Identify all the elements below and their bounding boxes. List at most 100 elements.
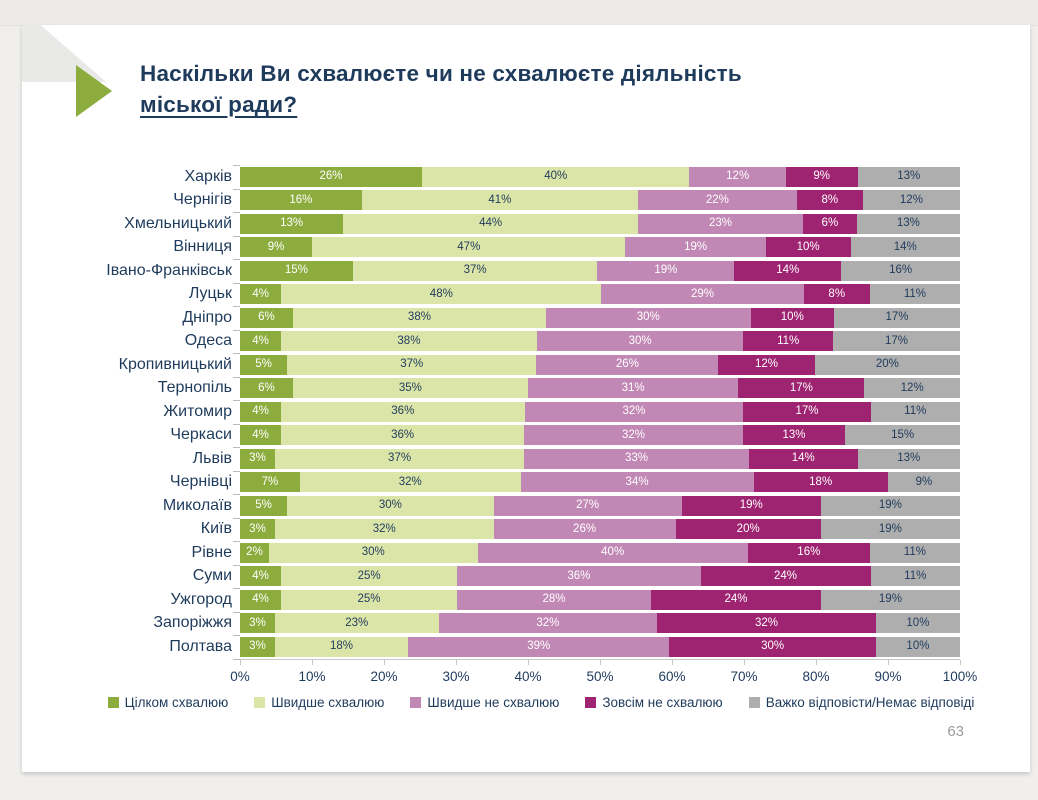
- bar-segment-value: 14%: [776, 264, 800, 276]
- bar-segment: 30%: [287, 495, 494, 516]
- bar-segment-value: 3%: [249, 522, 266, 535]
- bar-segment-value: 16%: [289, 193, 313, 206]
- legend-item: Швидше не схвалюю: [410, 695, 559, 710]
- bar-segment-value: 47%: [457, 240, 481, 253]
- bar-track: 4% 36% 32% 17% 11%: [240, 401, 960, 422]
- bar-track: 6% 35% 31% 17% 12%: [240, 378, 960, 399]
- bar-segment: 23%: [638, 213, 804, 234]
- x-axis-tick: [672, 659, 673, 665]
- slide: Наскільки Ви схвалюєте чи не схвалюєте д…: [22, 25, 1030, 772]
- bar-segment-value: 11%: [903, 287, 926, 300]
- bar-segment-value: 48%: [429, 287, 453, 300]
- category-label: Тернопіль: [157, 379, 232, 397]
- bar-segment: 30%: [536, 331, 744, 352]
- bar-segment-value: 36%: [391, 428, 415, 441]
- y-axis-tick: [233, 447, 240, 448]
- bar-segment-value: 7%: [261, 475, 279, 488]
- x-axis-tick-label: 100%: [942, 668, 978, 684]
- bar-segment-value: 34%: [625, 475, 649, 488]
- bar-segment: 12%: [862, 190, 960, 211]
- chart-row: Київ 3% 32% 26% 20% 19%: [22, 518, 960, 542]
- bar-segment-value: 32%: [536, 616, 560, 629]
- bar-track: 3% 23% 32% 32% 10%: [240, 613, 960, 634]
- bar-segment: 17%: [832, 331, 961, 352]
- chart-row: Дніпро 6% 38% 30% 10% 17%: [22, 306, 960, 330]
- bar-segment-value: 23%: [345, 616, 369, 629]
- bar-segment: 6%: [240, 378, 293, 399]
- category-label: Луцьк: [188, 285, 232, 303]
- category-label: Чернігів: [173, 191, 232, 209]
- bar-track: 5% 30% 27% 19% 19%: [240, 495, 960, 516]
- bar-segment-value: 17%: [789, 381, 813, 394]
- viewer-top-strip: [0, 0, 1038, 26]
- x-axis-tick: [960, 659, 961, 665]
- bar-segment: 17%: [834, 307, 960, 328]
- bar-segment: 36%: [281, 425, 525, 446]
- bar-segment-value: 32%: [621, 428, 645, 441]
- category-label: Львів: [192, 449, 232, 467]
- page-number: 63: [947, 723, 964, 740]
- bar-segment-value: 37%: [388, 452, 412, 464]
- bar-segment-value: 32%: [622, 405, 646, 417]
- bar-segment-value: 13%: [897, 452, 921, 464]
- legend-swatch-icon: [107, 697, 119, 708]
- green-triangle-icon: [76, 65, 112, 117]
- x-axis-tick: [528, 659, 529, 665]
- bar-segment: 9%: [785, 166, 858, 187]
- slide-title-line2: міської ради?: [140, 92, 298, 117]
- bar-segment-value: 44%: [479, 217, 503, 229]
- bar-segment: 27%: [493, 495, 682, 516]
- x-axis-tick: [456, 659, 457, 665]
- bar-segment: 18%: [274, 636, 409, 657]
- x-axis-tick: [816, 659, 817, 665]
- bar-segment: 41%: [361, 190, 638, 211]
- bar-segment: 11%: [870, 566, 960, 587]
- bar-segment: 20%: [675, 519, 821, 540]
- y-axis-tick: [233, 541, 240, 542]
- bar-segment-value: 26%: [573, 522, 597, 535]
- bar-segment: 4%: [240, 401, 282, 422]
- bar-segment: 4%: [240, 566, 282, 587]
- bar-track: 7% 32% 34% 18% 9%: [240, 472, 960, 493]
- bar-segment: 38%: [281, 331, 537, 352]
- y-axis-tick: [233, 306, 240, 307]
- chart-row: Житомир 4% 36% 32% 17% 11%: [22, 400, 960, 424]
- bar-segment: 11%: [869, 542, 960, 563]
- x-axis-tick-label: 70%: [730, 668, 758, 684]
- legend-swatch-icon: [585, 697, 597, 708]
- legend-swatch-icon: [410, 697, 422, 708]
- chart-row: Запоріжжя 3% 23% 32% 32% 10%: [22, 612, 960, 636]
- bar-track: 9% 47% 19% 10% 14%: [240, 237, 960, 258]
- bar-segment: 4%: [240, 284, 282, 305]
- x-axis-tick: [240, 659, 241, 665]
- bar-segment-value: 11%: [777, 334, 800, 347]
- bar-track: 5% 37% 26% 12% 20%: [240, 354, 960, 375]
- bar-segment: 13%: [857, 448, 961, 469]
- x-axis-tick-label: 0%: [230, 668, 250, 684]
- bar-segment: 19%: [625, 237, 766, 258]
- chart-row: Харків 26% 40% 12% 9% 13%: [22, 165, 960, 189]
- bar-segment: 32%: [657, 613, 876, 634]
- bar-segment-value: 14%: [893, 240, 917, 253]
- category-label: Івано-Франківськ: [106, 261, 232, 279]
- bar-track: 4% 25% 36% 24% 11%: [240, 566, 960, 587]
- chart-row: Суми 4% 25% 36% 24% 11%: [22, 565, 960, 589]
- bar-track: 4% 36% 32% 13% 15%: [240, 425, 960, 446]
- x-axis-tick-label: 60%: [658, 668, 686, 684]
- chart-row: Львів 3% 37% 33% 14% 13%: [22, 447, 961, 471]
- bar-segment: 47%: [312, 237, 626, 258]
- bar-segment: 15%: [845, 425, 960, 446]
- bar-segment-value: 39%: [527, 640, 551, 652]
- y-axis-tick: [233, 212, 240, 213]
- bar-segment-value: 6%: [258, 311, 275, 323]
- chart-row: Хмельницький 13% 44% 23% 6% 13%: [22, 212, 960, 236]
- bar-segment-value: 25%: [357, 569, 381, 582]
- bar-track: 4% 48% 29% 8% 11%: [240, 284, 960, 305]
- y-axis-tick: [233, 353, 240, 354]
- bar-segment-value: 5%: [255, 358, 272, 370]
- y-axis-tick: [233, 564, 240, 566]
- y-axis-tick: [233, 470, 240, 472]
- category-label: Кропивницький: [118, 355, 232, 373]
- bar-segment-value: 11%: [904, 405, 927, 417]
- bar-segment-value: 19%: [654, 264, 678, 276]
